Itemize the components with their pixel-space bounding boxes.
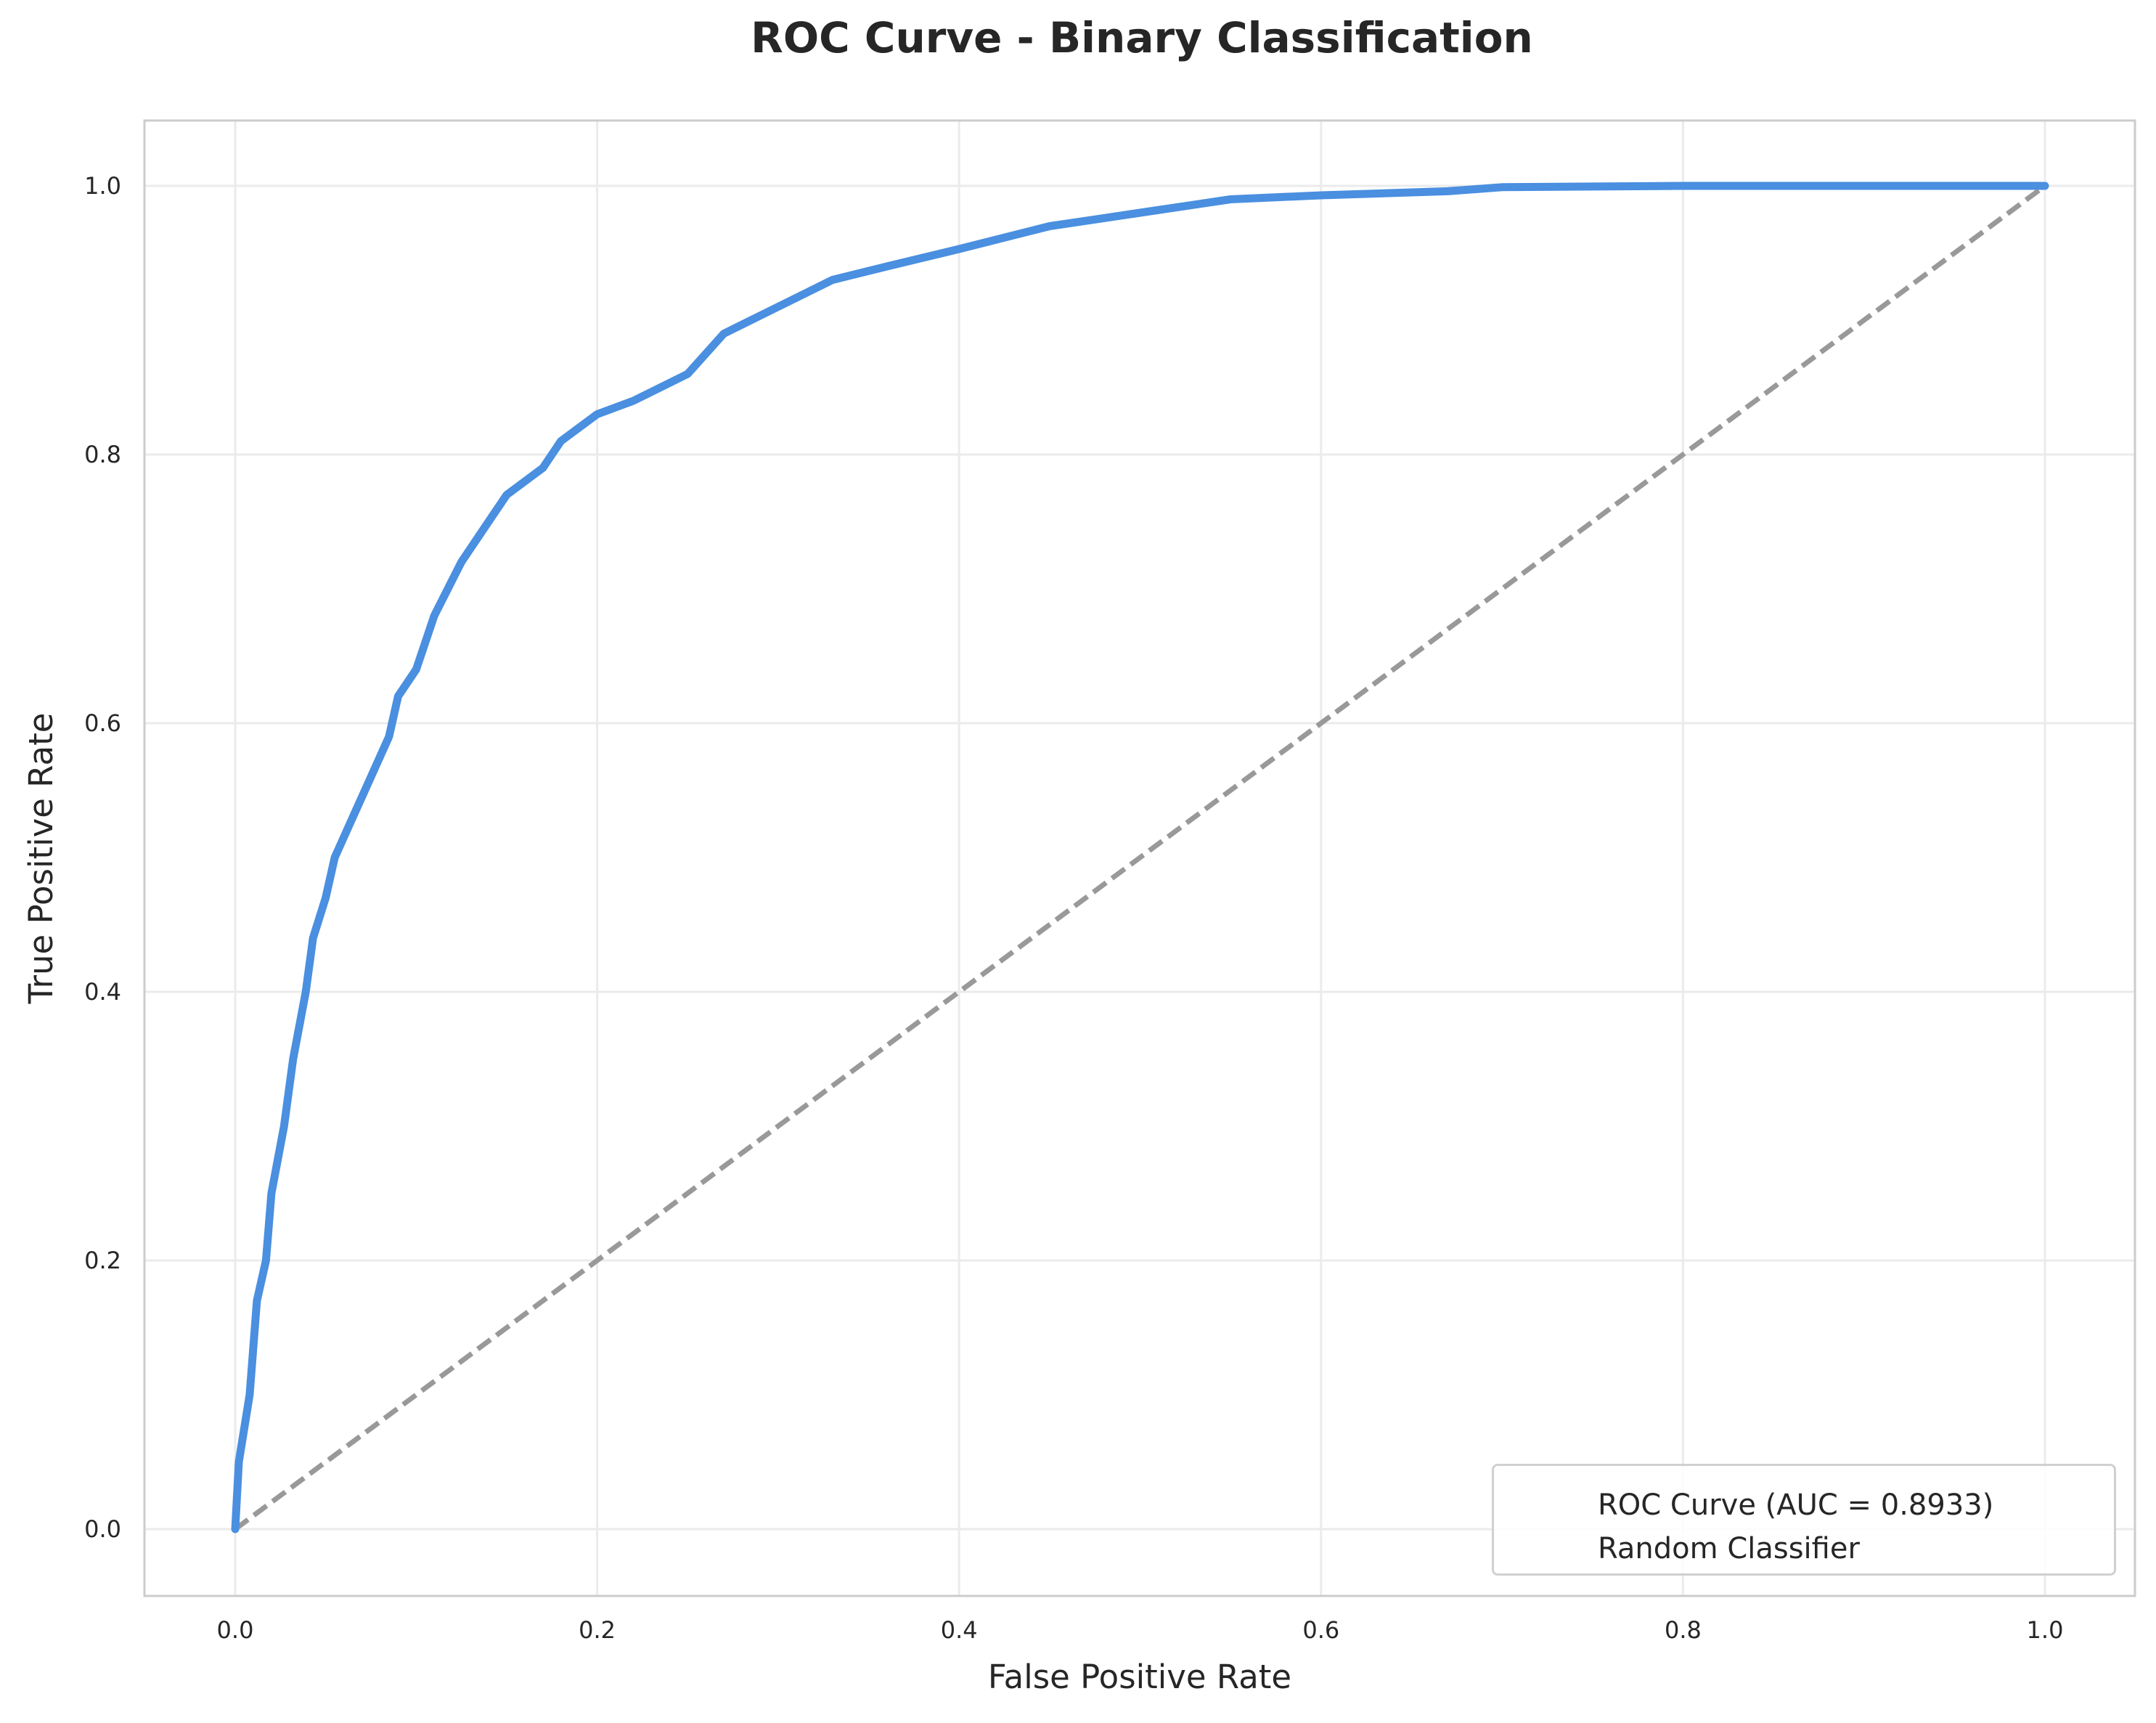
y-axis-label: True Positive Rate [22, 713, 60, 1005]
y-tick-label: 0.2 [84, 1247, 121, 1274]
x-tick-labels: 0.0 0.2 0.4 0.6 0.8 1.0 [217, 1616, 2064, 1644]
y-tick-labels: 0.0 0.2 0.4 0.6 0.8 1.0 [84, 172, 121, 1543]
x-tick-label: 0.6 [1302, 1616, 1339, 1644]
y-tick-label: 1.0 [84, 172, 121, 200]
y-tick-label: 0.6 [84, 709, 121, 737]
y-tick-label: 0.4 [84, 978, 121, 1006]
series-layer [231, 182, 2049, 1533]
y-tick-label: 0.8 [84, 441, 121, 468]
x-tick-label: 0.2 [579, 1616, 616, 1644]
grid-lines [144, 121, 2135, 1596]
x-tick-label: 0.8 [1665, 1616, 1702, 1644]
x-tick-label: 1.0 [2027, 1616, 2064, 1644]
random-classifier-line [233, 184, 2047, 1531]
x-tick-label: 0.0 [217, 1616, 254, 1644]
axes-frame [143, 119, 2136, 1597]
y-tick-label: 0.0 [84, 1515, 121, 1543]
roc-curve-line [231, 182, 2049, 1533]
legend-label-roc: ROC Curve (AUC = 0.8933) [1598, 1488, 1994, 1522]
legend-label-random: Random Classifier [1598, 1532, 1860, 1565]
x-axis-label: False Positive Rate [988, 1658, 1291, 1696]
legend: ROC Curve (AUC = 0.8933) Random Classifi… [1492, 1464, 2116, 1576]
x-tick-label: 0.4 [941, 1616, 978, 1644]
chart-title: ROC Curve - Binary Classification [751, 13, 1533, 62]
